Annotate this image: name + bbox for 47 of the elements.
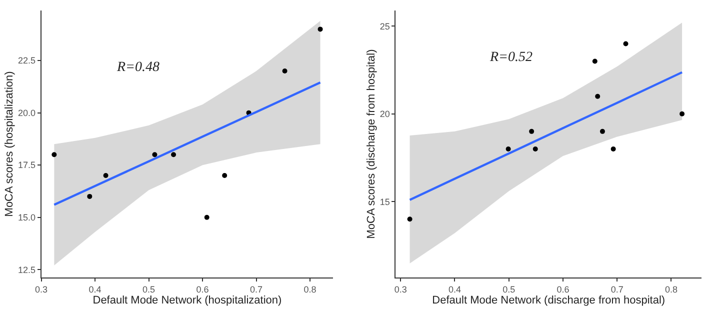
line-series [53, 81, 322, 206]
y-tick-label: 22.5 [18, 56, 36, 66]
x-tick-label: 0.7 [250, 284, 263, 294]
point [171, 152, 176, 158]
x-tick-label: 0.3 [35, 284, 48, 294]
x-tick-label: 0.3 [394, 284, 407, 294]
annotation: R=0.48 [116, 60, 160, 75]
point [204, 214, 210, 220]
point [592, 58, 598, 64]
line-series [408, 71, 684, 201]
point [532, 146, 538, 152]
y-tick-label: 25 [380, 21, 390, 32]
point [610, 146, 616, 152]
x-tick-label: 0.5 [142, 284, 156, 294]
point [87, 194, 92, 199]
y-axis-title: MoCA scores (hospitalization) [4, 71, 16, 217]
point [600, 128, 605, 134]
x-axis-title: Default Mode Network (hospitalization) [92, 294, 282, 307]
y-tick-label: 12.5 [18, 264, 36, 275]
point [52, 152, 57, 158]
y-tick-label: 17.5 [18, 160, 36, 170]
x-tick-label: 0.8 [304, 284, 316, 294]
x-tick-label: 0.4 [448, 284, 461, 294]
x-axis-title: Default Mode Network (discharge from hospital) [432, 294, 666, 307]
annotation: R=0.52 [489, 50, 532, 65]
x-tick-label: 0.5 [502, 284, 516, 294]
point [680, 111, 685, 116]
point [407, 216, 412, 222]
point [152, 152, 158, 158]
point [282, 68, 288, 74]
point [222, 173, 228, 178]
y-axis-title: MoCA scores (discharge from hospital) [366, 49, 378, 239]
point [318, 26, 323, 32]
x-tick-label: 0.4 [88, 284, 102, 294]
x-tick-label: 0.8 [664, 284, 678, 294]
point [529, 128, 534, 134]
point [103, 173, 108, 178]
y-tick-label: 15.0 [18, 212, 36, 222]
y-tick-label: 20 [380, 109, 390, 120]
x-tick-label: 0.7 [610, 284, 624, 294]
point [623, 41, 628, 46]
y-tick-label: 15 [380, 196, 390, 207]
y-tick-label: 20.0 [18, 108, 36, 118]
x-tick-label: 0.6 [196, 284, 209, 294]
point [506, 146, 511, 152]
point [595, 94, 600, 99]
x-tick-label: 0.6 [556, 284, 570, 294]
